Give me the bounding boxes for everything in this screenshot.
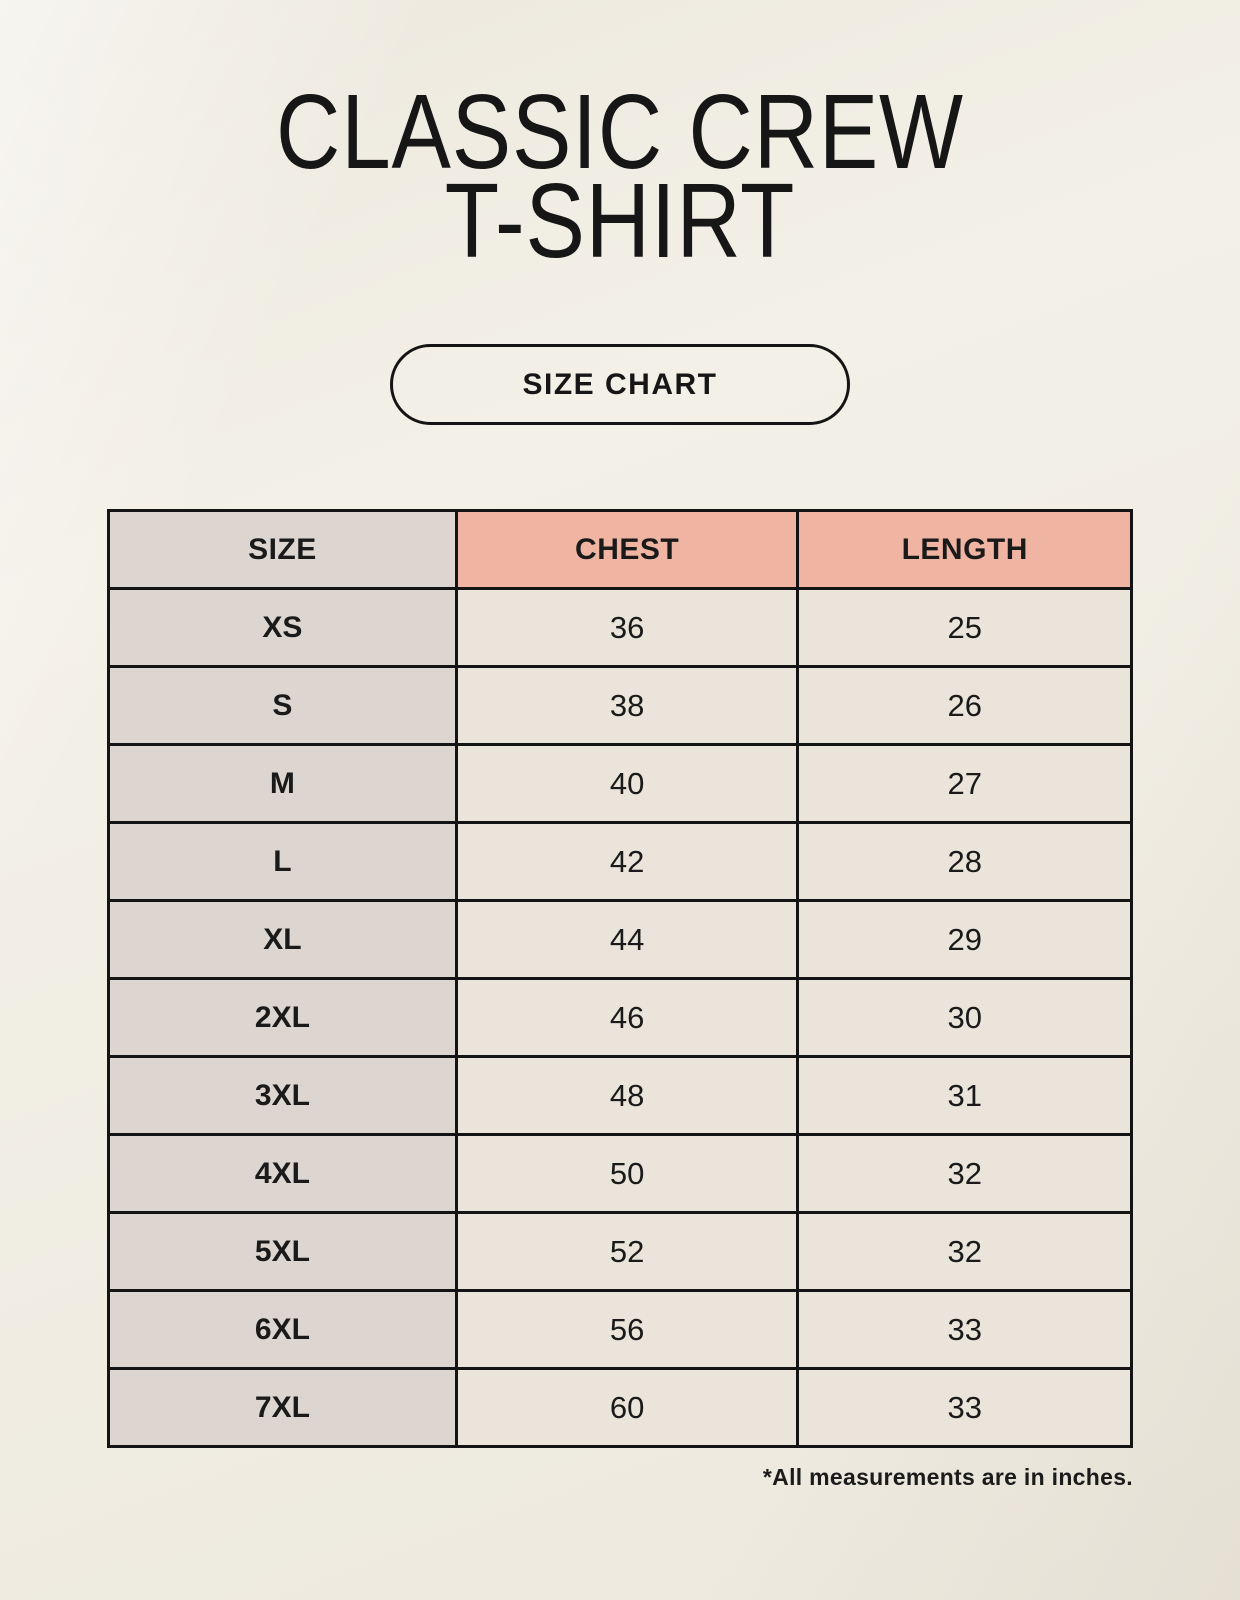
- chest-cell: 48: [454, 1055, 800, 1137]
- size-cell: M: [107, 743, 458, 825]
- table-row: M 40 27: [107, 743, 1133, 825]
- table-row: 4XL 50 32: [107, 1133, 1133, 1215]
- size-cell: XS: [107, 587, 458, 669]
- length-cell: 33: [796, 1367, 1133, 1449]
- table-row: XL 44 29: [107, 899, 1133, 981]
- page-title-line-1: CLASSIC CREW: [276, 73, 964, 191]
- page-title-line-2: T-SHIRT: [444, 162, 796, 281]
- length-cell: 31: [796, 1055, 1133, 1137]
- size-cell: 4XL: [107, 1133, 458, 1215]
- chest-cell: 36: [454, 587, 800, 669]
- measurements-footnote: *All measurements are in inches.: [762, 1464, 1133, 1491]
- chest-cell: 38: [454, 665, 800, 747]
- size-cell: 5XL: [107, 1211, 458, 1293]
- table-row: 3XL 48 31: [107, 1055, 1133, 1137]
- size-table: SIZE CHEST LENGTH XS 36 25 S 38 26 M 40 27 L 42 28 X…: [107, 509, 1133, 1449]
- table-row: XS 36 25: [107, 587, 1133, 669]
- size-cell: 6XL: [107, 1289, 458, 1371]
- table-row: S 38 26: [107, 665, 1133, 747]
- size-cell: S: [107, 665, 458, 747]
- chest-cell: 52: [454, 1211, 800, 1293]
- length-cell: 32: [796, 1211, 1133, 1293]
- chest-cell: 56: [454, 1289, 800, 1371]
- column-header-length: LENGTH: [796, 509, 1133, 591]
- size-chart-button-row: SIZE CHART: [0, 344, 1240, 426]
- size-cell: L: [107, 821, 458, 903]
- length-cell: 32: [796, 1133, 1133, 1215]
- size-cell: 3XL: [107, 1055, 458, 1137]
- table-header-row: SIZE CHEST LENGTH: [107, 509, 1133, 591]
- page-title: CLASSIC CREW T-SHIRT: [99, 0, 1141, 274]
- length-cell: 33: [796, 1289, 1133, 1371]
- chest-cell: 44: [454, 899, 800, 981]
- chest-cell: 42: [454, 821, 800, 903]
- chest-cell: 60: [454, 1367, 800, 1449]
- chest-cell: 50: [454, 1133, 800, 1215]
- size-cell: XL: [107, 899, 458, 981]
- table-row: 7XL 60 33: [107, 1367, 1133, 1449]
- size-table-container: SIZE CHEST LENGTH XS 36 25 S 38 26 M 40 27 L 42 28 X…: [107, 509, 1133, 1449]
- size-cell: 7XL: [107, 1367, 458, 1449]
- chest-cell: 40: [454, 743, 800, 825]
- column-header-size: SIZE: [107, 509, 458, 591]
- table-row: 5XL 52 32: [107, 1211, 1133, 1293]
- table-row: 2XL 46 30: [107, 977, 1133, 1059]
- column-header-chest: CHEST: [454, 509, 800, 591]
- size-chart-button[interactable]: SIZE CHART: [390, 344, 850, 426]
- table-row: L 42 28: [107, 821, 1133, 903]
- table-row: 6XL 56 33: [107, 1289, 1133, 1371]
- chest-cell: 46: [454, 977, 800, 1059]
- length-cell: 30: [796, 977, 1133, 1059]
- size-cell: 2XL: [107, 977, 458, 1059]
- length-cell: 26: [796, 665, 1133, 747]
- table-body: XS 36 25 S 38 26 M 40 27 L 42 28 XL 44 29 2XL 46 30 3XL 48 3…: [107, 587, 1133, 1449]
- length-cell: 29: [796, 899, 1133, 981]
- length-cell: 25: [796, 587, 1133, 669]
- length-cell: 27: [796, 743, 1133, 825]
- length-cell: 28: [796, 821, 1133, 903]
